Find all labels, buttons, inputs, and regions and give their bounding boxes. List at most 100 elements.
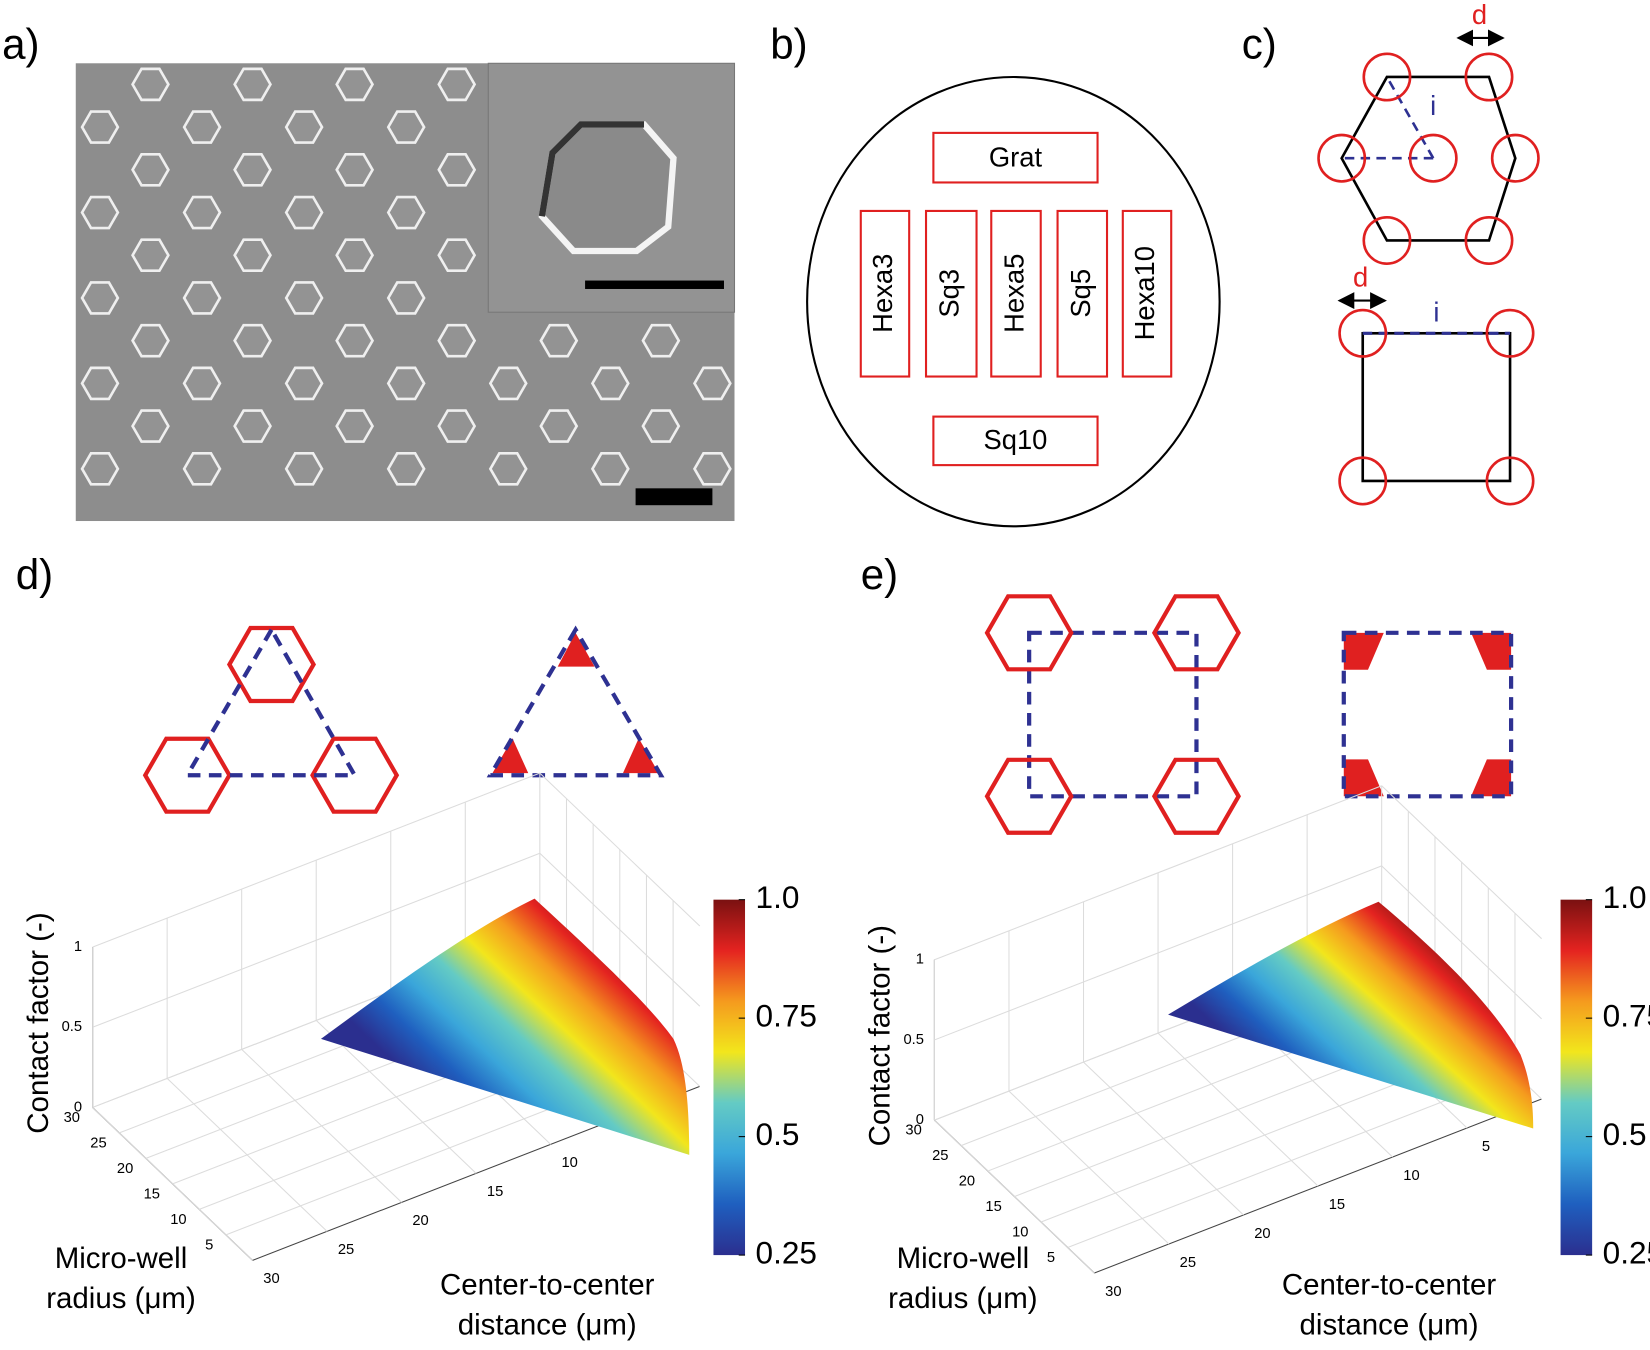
sem-well: [233, 238, 272, 273]
colorbar-label: 0.5: [756, 1116, 800, 1152]
inset-shadow: [538, 121, 645, 217]
sem-well: [182, 110, 222, 144]
sem-well: [80, 110, 120, 144]
well: [1362, 215, 1412, 265]
grid-line: [934, 865, 1382, 1041]
grid-line: [1381, 865, 1542, 1020]
y-tick-label: 15: [985, 1199, 1001, 1215]
sem-well: [233, 67, 272, 102]
z-axis-label: Contact factor (-): [864, 925, 897, 1146]
panel-label: a): [2, 21, 39, 68]
micro-well: [142, 736, 232, 814]
scale-bar: [635, 488, 713, 506]
sem-well: [641, 323, 681, 358]
contact-area: [1471, 759, 1512, 797]
sem-well: [692, 366, 732, 401]
well: [1362, 52, 1412, 102]
region-label: Hexa5: [999, 254, 1030, 333]
grid-line: [1381, 785, 1542, 940]
region-box: [932, 131, 1099, 184]
sem-well: [80, 195, 120, 230]
sem-well: [284, 366, 324, 401]
colorbar: [1560, 899, 1593, 1256]
sem-well: [386, 281, 426, 315]
well: [1490, 133, 1540, 183]
sem-well: [386, 366, 426, 401]
region-label: Hexa10: [1129, 246, 1160, 340]
micro-well: [1151, 757, 1241, 835]
region-label: Grat: [989, 141, 1043, 172]
x-tick-label: 20: [412, 1213, 428, 1229]
y-axis-label: Micro-well: [897, 1242, 1030, 1275]
grid-line: [1067, 1073, 1516, 1249]
y-axis-label: radius (μm): [46, 1282, 196, 1315]
z-tick-label: 1: [74, 939, 82, 955]
z-tick-label: 0.5: [62, 1019, 82, 1035]
well: [1464, 215, 1514, 265]
colorbar-label: 0.5: [1603, 1116, 1647, 1152]
spacing-label: d: [1353, 262, 1368, 293]
x-axis: [1094, 1098, 1542, 1274]
grid-line: [92, 1107, 253, 1261]
grid-line: [92, 772, 541, 948]
colorbar-label: 0.75: [756, 997, 817, 1033]
z-axis-label: Contact factor (-): [22, 912, 55, 1133]
z-tick-label: 1: [916, 952, 924, 968]
region-box: [1121, 209, 1173, 378]
sem-well: [386, 195, 426, 230]
sem-well: [335, 152, 375, 187]
sem-well: [284, 195, 324, 230]
x-axis-label: distance (μm): [1300, 1309, 1479, 1342]
surface: [320, 898, 690, 1155]
y-tick-label: 10: [170, 1212, 186, 1228]
x-tick-label: 15: [487, 1184, 503, 1200]
surface: [1168, 901, 1534, 1129]
scale-bar: [585, 280, 724, 289]
y-tick-label: 5: [1047, 1250, 1055, 1266]
x-tick-label: 25: [338, 1242, 354, 1258]
colorbar-label: 0.25: [1603, 1234, 1650, 1270]
x-tick-label: 10: [1403, 1168, 1419, 1184]
y-tick-label: 5: [205, 1237, 213, 1253]
x-tick-label: 30: [1105, 1284, 1121, 1300]
x-axis-label: distance (μm): [458, 1309, 637, 1342]
unit-square: [1027, 630, 1199, 799]
colorbar: [713, 899, 746, 1256]
sem-well: [284, 110, 324, 144]
sem-well: [284, 281, 324, 315]
well: [1338, 456, 1388, 506]
sem-well: [80, 451, 120, 486]
grid-line: [934, 785, 1382, 961]
sem-well: [335, 409, 375, 443]
well: [1464, 52, 1514, 102]
x-tick-label: 25: [1180, 1255, 1196, 1271]
z-tick-label: 0.5: [903, 1032, 923, 1048]
sem-well: [182, 366, 222, 401]
y-tick-label: 25: [932, 1148, 948, 1164]
contact-area: [557, 632, 595, 667]
sem-well: [335, 238, 375, 273]
y-tick-label: 25: [90, 1135, 106, 1151]
sem-image: [75, 62, 736, 522]
colorbar-label: 1.0: [1603, 879, 1647, 915]
grid-line: [539, 852, 701, 1007]
well: [1317, 133, 1367, 183]
sem-well: [131, 238, 170, 273]
colorbar-label: 1.0: [756, 879, 800, 915]
well: [1485, 308, 1535, 358]
well: [1408, 133, 1458, 183]
sem-well: [488, 366, 528, 401]
sem-well: [539, 409, 579, 443]
sem-well: [539, 323, 579, 358]
well: [1338, 308, 1388, 358]
y-axis-label: Micro-well: [55, 1242, 188, 1275]
sem-well: [131, 152, 170, 187]
square-lattice: [1361, 331, 1512, 483]
sem-well: [182, 451, 222, 486]
panel-label: b): [770, 21, 807, 68]
y-tick-label: 20: [117, 1161, 133, 1177]
sem-well: [386, 451, 426, 486]
